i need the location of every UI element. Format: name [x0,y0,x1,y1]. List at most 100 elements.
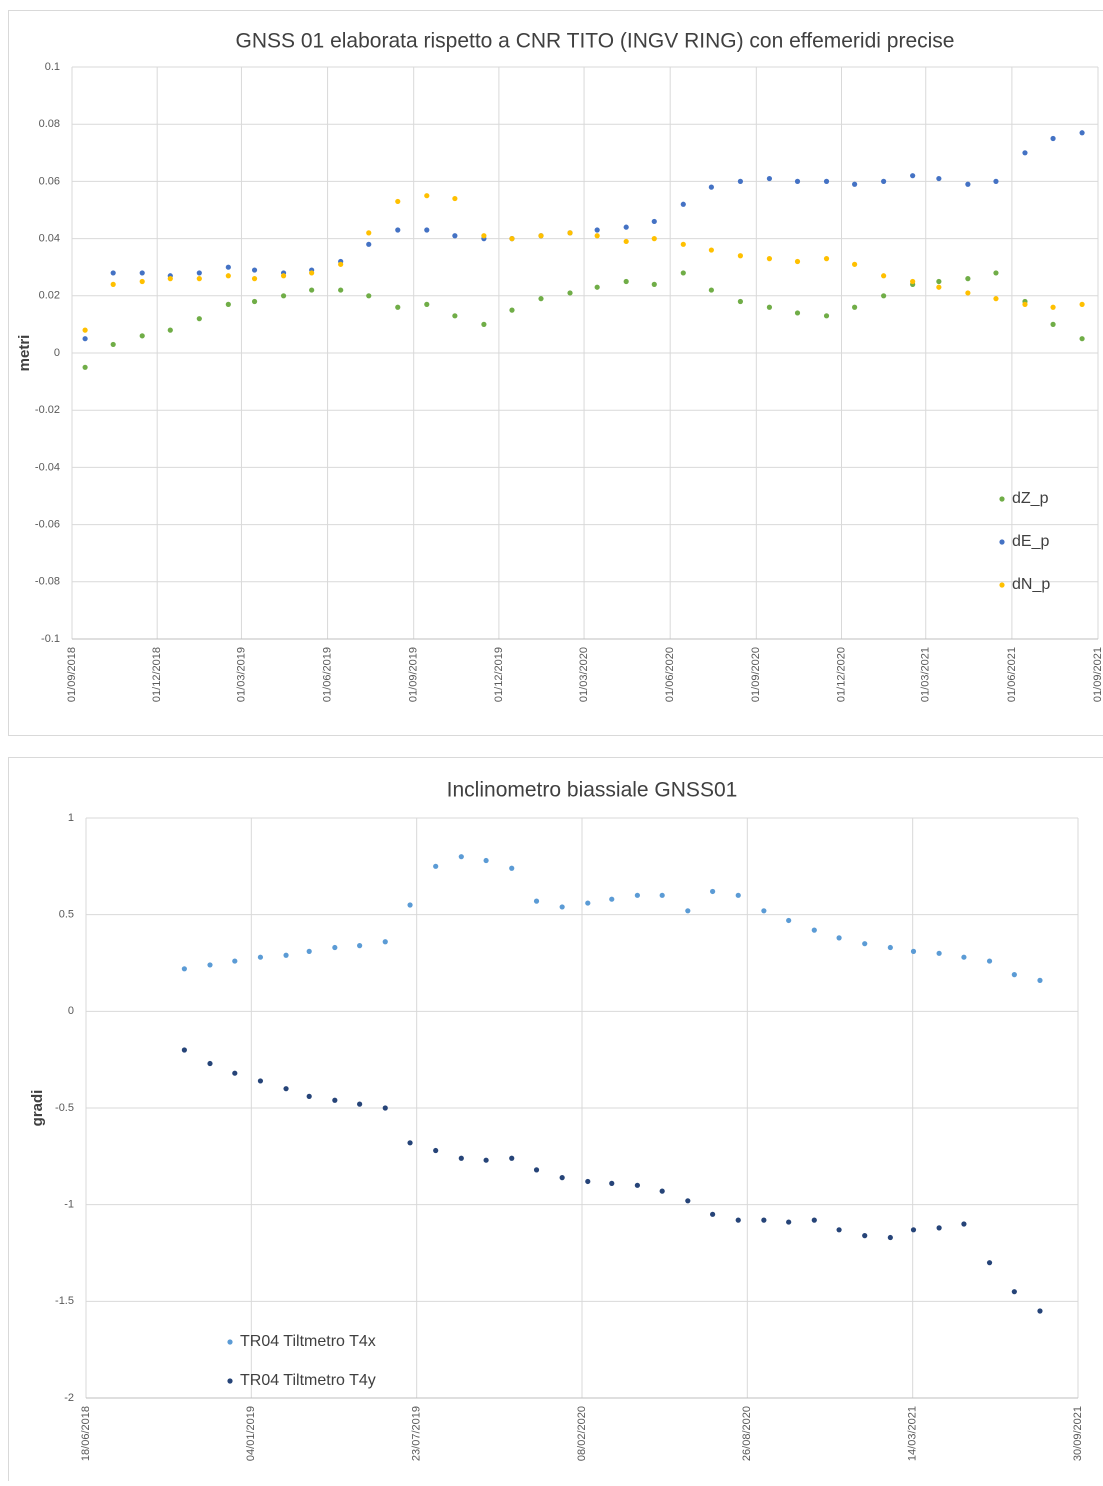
point [795,259,800,264]
y-tick-label: 0.1 [45,61,60,73]
point [567,230,572,235]
y-tick-label: -0.5 [55,1102,74,1114]
point [357,1102,362,1107]
point [736,893,741,898]
point [1037,978,1042,983]
point [965,290,970,295]
point [168,328,173,333]
point [1022,150,1027,155]
point [433,1148,438,1153]
point [652,219,657,224]
point [1022,302,1027,307]
point [534,899,539,904]
point [862,1233,867,1238]
point [681,202,686,207]
point [481,233,486,238]
y-tick-label: 0.06 [39,175,60,187]
point [424,302,429,307]
point [862,941,867,946]
point [111,270,116,275]
point [197,276,202,281]
point [232,958,237,963]
point [307,949,312,954]
x-tick-label: 01/03/2019 [235,647,247,702]
point [993,179,998,184]
point [424,227,429,232]
x-tick-label: 01/09/2020 [750,647,762,702]
point [459,1156,464,1161]
point [881,273,886,278]
point [888,945,893,950]
point [911,1227,916,1232]
point [585,900,590,905]
y-tick-label: 0.5 [59,909,74,921]
point [936,279,941,284]
point [965,276,970,281]
point [852,182,857,187]
point [881,179,886,184]
point [738,299,743,304]
point [407,902,412,907]
point [383,1105,388,1110]
point [484,858,489,863]
point [936,285,941,290]
point [624,225,629,230]
point [140,279,145,284]
point [424,193,429,198]
point [538,233,543,238]
point [332,1098,337,1103]
point [226,265,231,270]
point [961,955,966,960]
x-tick-label: 26/08/2020 [741,1406,753,1461]
point [888,1235,893,1240]
point [660,893,665,898]
point [252,276,257,281]
point [824,313,829,318]
point [309,270,314,275]
point [509,236,514,241]
point [111,342,116,347]
y-tick-label: -0.1 [41,633,60,645]
point [83,365,88,370]
point [283,1086,288,1091]
point [852,305,857,310]
x-tick-label: 01/12/2018 [151,647,163,702]
x-tick-label: 30/09/2021 [1072,1406,1084,1461]
point [937,951,942,956]
point [767,256,772,261]
point [987,1260,992,1265]
point [1050,136,1055,141]
x-tick-label: 01/06/2019 [321,647,333,702]
point [309,287,314,292]
point [433,864,438,869]
point [207,1061,212,1066]
point [534,1167,539,1172]
point [560,1175,565,1180]
point [452,233,457,238]
point [140,270,145,275]
point [366,242,371,247]
x-tick-label: 01/12/2019 [493,647,505,702]
x-tick-label: 04/01/2019 [245,1406,257,1461]
point [681,242,686,247]
point [338,287,343,292]
point [795,310,800,315]
y-tick-label: 1 [68,812,74,824]
y-tick-label: -0.08 [35,576,60,588]
point [1012,972,1017,977]
point [168,276,173,281]
point [1079,130,1084,135]
point [509,866,514,871]
point [852,262,857,267]
y-tick-label: 0.04 [39,233,60,245]
x-tick-label: 23/07/2019 [411,1406,423,1461]
point [910,279,915,284]
point [338,262,343,267]
point [332,945,337,950]
point [459,854,464,859]
x-tick-label: 08/02/2020 [576,1406,588,1461]
y-axis-label: gradi [29,1090,46,1127]
point [197,270,202,275]
point [366,230,371,235]
